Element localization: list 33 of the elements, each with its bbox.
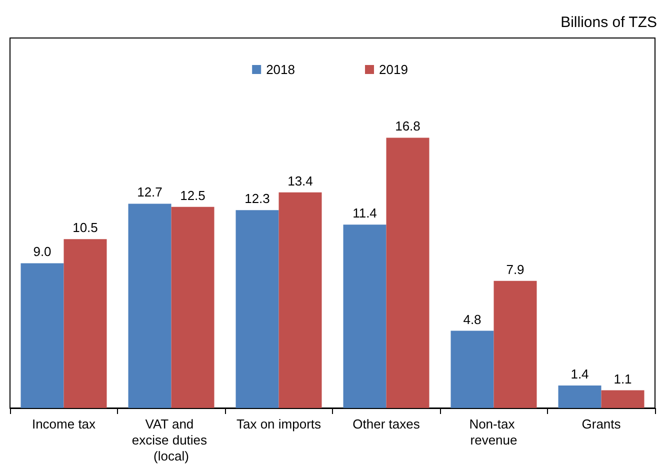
legend-label: 2018 [266,62,295,77]
x-tick-label: VAT and excise duties (local) [132,416,211,464]
bar [64,239,107,408]
data-label: 11.4 [352,206,377,221]
bar [278,192,322,408]
bar [601,390,644,408]
data-label: 12.5 [180,188,206,203]
x-tick-label: Tax on imports [236,416,322,432]
bar [494,280,537,408]
y-axis-title: Billions of TZS [560,14,657,31]
x-tick-label: Income tax [32,416,96,432]
data-label: 4.8 [463,312,482,327]
data-label: 12.3 [244,191,270,206]
x-tick-label: Other taxes [352,416,420,432]
bar [386,138,430,408]
legend-label: 2019 [379,62,408,77]
bar [236,210,279,408]
data-label: 12.7 [137,184,162,200]
data-label: 1.1 [614,371,632,386]
bar [450,330,494,408]
data-label: 10.5 [72,220,98,236]
bar [20,263,64,408]
bar [128,204,172,408]
x-tick-label: Grants [582,416,622,432]
data-label: 7.9 [506,262,524,277]
bar [171,206,214,408]
data-label: 9.0 [33,244,52,260]
bar [558,385,602,408]
data-label: 16.8 [395,118,420,134]
bar [343,224,386,408]
x-tick-label: Non-tax revenue [469,416,518,448]
data-label: 1.4 [570,366,589,382]
data-label: 13.4 [288,173,313,188]
